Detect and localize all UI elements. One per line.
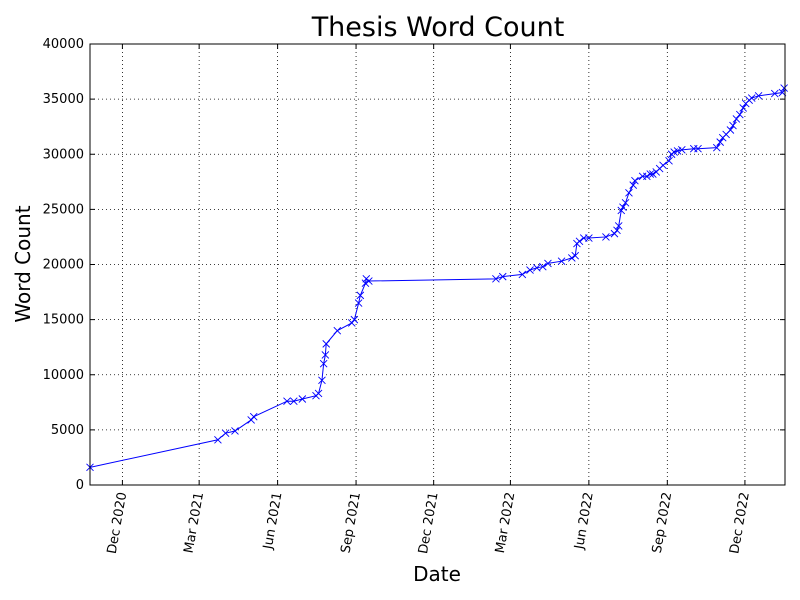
data-point bbox=[249, 412, 258, 421]
data-point bbox=[694, 144, 702, 153]
data-point bbox=[492, 275, 500, 283]
data-point bbox=[613, 226, 621, 235]
data-point bbox=[289, 397, 298, 406]
data-point bbox=[221, 429, 230, 438]
series-layer bbox=[86, 84, 788, 472]
data-point bbox=[314, 389, 323, 398]
data-point bbox=[526, 266, 534, 274]
data-point bbox=[247, 416, 255, 424]
data-point bbox=[677, 146, 686, 154]
chart-title: Thesis Word Count bbox=[311, 12, 565, 43]
data-point bbox=[283, 397, 291, 406]
data-point bbox=[631, 176, 639, 185]
data-point bbox=[585, 234, 593, 242]
data-point bbox=[747, 94, 756, 102]
y-tick-label: 35000 bbox=[43, 92, 84, 107]
data-point bbox=[347, 319, 356, 327]
data-point bbox=[498, 272, 507, 281]
data-point bbox=[712, 143, 721, 152]
data-point bbox=[621, 198, 630, 207]
y-axis-label: Word Count bbox=[11, 205, 35, 322]
data-point bbox=[619, 203, 627, 211]
data-point bbox=[716, 138, 725, 146]
data-point bbox=[629, 181, 638, 189]
data-point bbox=[365, 277, 373, 285]
data-point bbox=[567, 254, 576, 262]
data-point bbox=[214, 435, 222, 444]
data-point bbox=[649, 170, 657, 178]
data-point bbox=[575, 237, 584, 246]
data-point bbox=[557, 257, 566, 266]
y-tick-label: 40000 bbox=[43, 37, 84, 52]
data-point bbox=[356, 291, 365, 300]
y-tick-label: 25000 bbox=[43, 202, 84, 217]
data-point bbox=[333, 326, 342, 335]
data-point bbox=[350, 315, 359, 324]
data-point bbox=[732, 115, 741, 123]
data-point bbox=[659, 161, 667, 170]
y-tick-label: 0 bbox=[76, 478, 84, 493]
data-point bbox=[544, 259, 552, 268]
data-point bbox=[298, 395, 307, 403]
data-point bbox=[665, 157, 673, 165]
data-point bbox=[770, 89, 779, 98]
data-point bbox=[614, 222, 623, 230]
data-point bbox=[538, 262, 547, 271]
grid bbox=[90, 44, 785, 485]
data-point bbox=[319, 359, 328, 368]
data-point bbox=[643, 172, 651, 181]
data-point bbox=[571, 251, 580, 260]
y-tick-label: 20000 bbox=[43, 258, 84, 273]
y-tick-label: 15000 bbox=[43, 313, 84, 328]
data-point bbox=[754, 91, 763, 100]
x-axis-label: Date bbox=[413, 562, 461, 586]
data-point bbox=[318, 376, 326, 385]
data-point bbox=[780, 84, 788, 92]
y-tick-label: 5000 bbox=[51, 423, 84, 438]
data-point bbox=[726, 126, 735, 134]
data-point bbox=[322, 340, 331, 348]
data-point bbox=[729, 121, 737, 130]
data-point bbox=[625, 189, 633, 197]
data-point bbox=[354, 299, 363, 307]
data-point bbox=[735, 110, 744, 119]
y-tick-label: 30000 bbox=[43, 147, 84, 162]
data-point bbox=[602, 233, 610, 241]
data-point bbox=[739, 104, 748, 112]
y-tick-label: 10000 bbox=[43, 368, 84, 383]
data-point bbox=[610, 229, 619, 238]
data-point bbox=[533, 263, 541, 272]
data-point bbox=[646, 170, 655, 178]
data-point bbox=[321, 351, 330, 359]
data-point bbox=[673, 147, 682, 155]
data-point bbox=[518, 270, 527, 279]
data-point bbox=[231, 427, 239, 435]
